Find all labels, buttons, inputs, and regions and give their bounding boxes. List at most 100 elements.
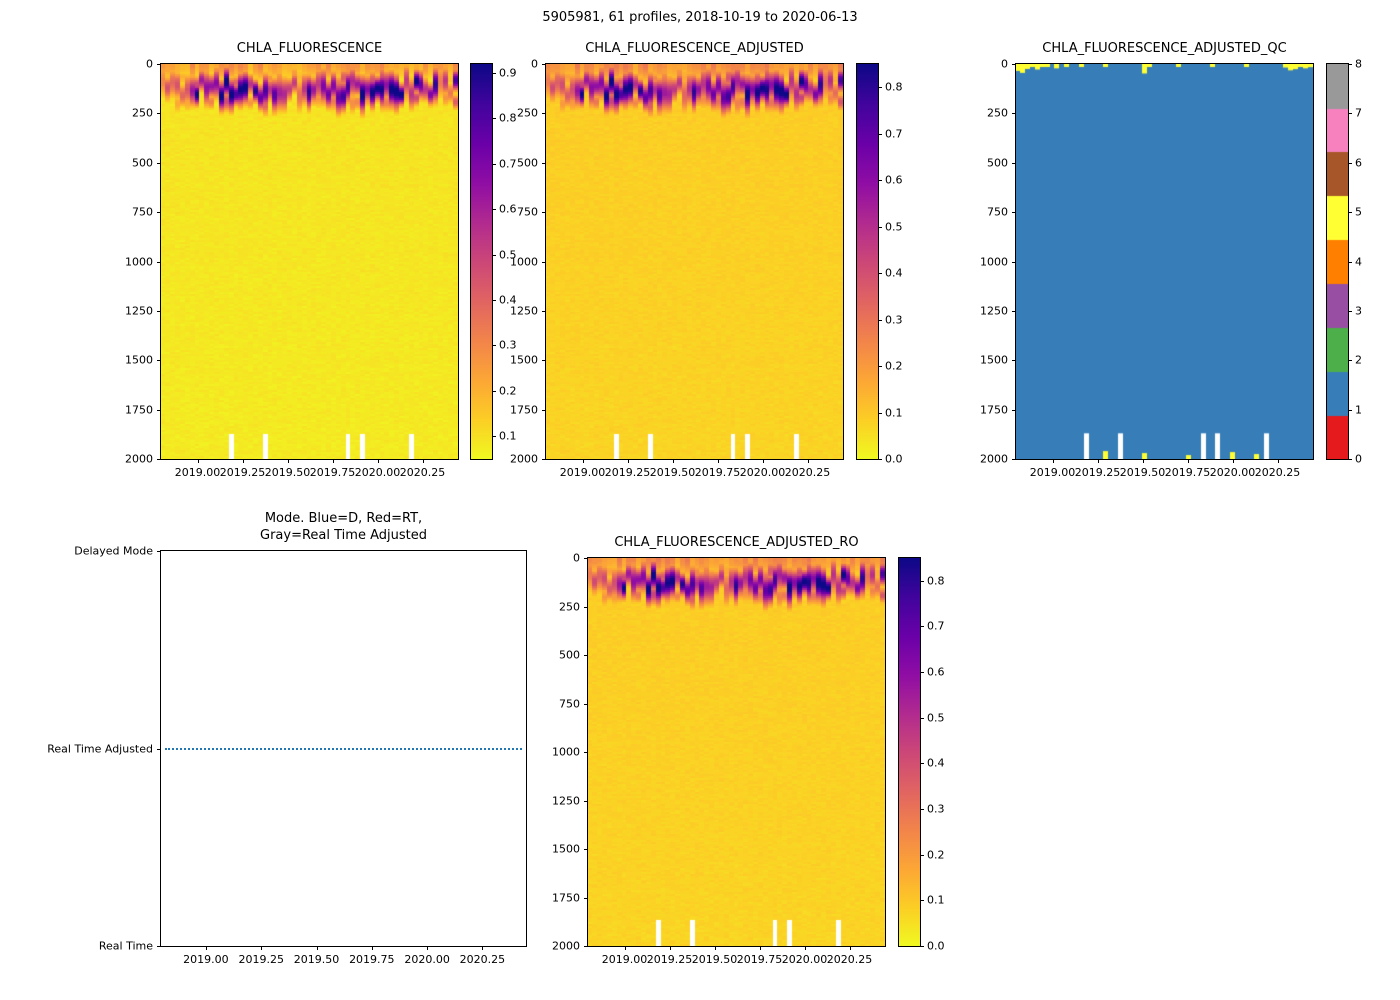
y-tick-mark — [584, 703, 588, 705]
colorbar-canvas — [1327, 64, 1348, 459]
y-tick-label: 1750 — [552, 891, 580, 904]
y-tick-mark — [542, 409, 546, 411]
x-tick-label: 2020.00 — [354, 466, 401, 479]
y-tick-label: 250 — [559, 600, 580, 613]
x-tick-label: 2020.00 — [781, 953, 828, 966]
subplot-title-chla-fluorescence-adjusted: CHLA_FLUORESCENCE_ADJUSTED — [585, 41, 804, 57]
colorbar-tick-mark — [878, 133, 882, 135]
colorbar-tick-mark — [878, 459, 882, 460]
colorbar-tick-label: 0 — [1355, 452, 1362, 466]
x-tick-label: 2019.50 — [691, 953, 738, 966]
colorbar-tick-label: 7 — [1355, 106, 1362, 120]
colorbar-tick-mark — [1348, 459, 1352, 460]
x-tick-mark — [1097, 459, 1099, 463]
colorbar-tick-mark — [1348, 212, 1352, 214]
y-tick-mark — [542, 261, 546, 263]
colorbar-tick-label: 0.6 — [927, 665, 945, 679]
y-tick-label: 500 — [132, 156, 153, 170]
y-tick-label: 750 — [517, 205, 538, 219]
y-tick-mark — [1012, 64, 1016, 65]
colorbar-qc: 0 1 2 3 4 5 6 7 8 — [1326, 58, 1362, 466]
y-tick-mark — [157, 212, 161, 214]
x-tick-mark — [717, 459, 719, 463]
subplot-title-mode: Mode. Blue=D, Red=RT, Gray=Real Time Adj… — [161, 511, 526, 545]
colorbar-tick-label: 0.1 — [499, 429, 517, 443]
y-tick-mark — [542, 162, 546, 164]
colorbar-tick-mark — [878, 87, 882, 89]
x-tick-mark — [316, 946, 318, 950]
y-tick-mark — [157, 946, 161, 947]
y-tick-mark — [1012, 212, 1016, 214]
colorbar-tick-label: 0.2 — [885, 359, 903, 373]
colorbar-tick-label: 0.6 — [499, 202, 517, 216]
y-tick-mark — [157, 261, 161, 263]
colorbar-tick-label: 0.8 — [927, 574, 945, 588]
subplot-title-chla-fluorescence-adjusted-qc: CHLA_FLUORESCENCE_ADJUSTED_QC — [1042, 41, 1287, 57]
x-tick-label: 2019.50 — [264, 466, 311, 479]
x-tick-label: 2020.25 — [784, 466, 831, 479]
y-tick-label: 0 — [573, 551, 580, 565]
colorbar-tick-mark — [920, 717, 924, 719]
x-tick-mark — [371, 946, 373, 950]
x-tick-mark — [624, 946, 626, 950]
y-tick-label: 2000 — [125, 452, 153, 466]
colorbar-tick-label: 2 — [1355, 353, 1362, 367]
x-tick-label: 2019.75 — [1164, 466, 1211, 479]
x-tick-label: 2019.75 — [309, 466, 356, 479]
x-tick-mark — [762, 459, 764, 463]
x-tick-mark — [582, 459, 584, 463]
colorbar-chla-fluorescence: 0.1 0.2 0.3 0.4 0.5 0.6 0.7 0.8 0.9 — [470, 63, 517, 460]
y-tick-mark — [584, 946, 588, 947]
colorbar-tick-mark — [1348, 162, 1352, 164]
colorbar-tick-label: 0.5 — [927, 711, 945, 725]
x-tick-mark — [482, 946, 484, 950]
y-tick-label: 1250 — [980, 304, 1008, 318]
x-tick-label: 2019.00 — [1029, 466, 1076, 479]
y-tick-mark — [157, 459, 161, 460]
x-tick-mark — [1187, 459, 1189, 463]
y-tick-label: 2000 — [980, 452, 1008, 466]
y-tick-mark — [542, 64, 546, 65]
x-tick-mark — [205, 946, 207, 950]
colorbar-tick-mark — [920, 626, 924, 628]
y-tick-label: 750 — [132, 205, 153, 219]
x-tick-label: 2019.75 — [349, 953, 395, 966]
y-tick-label: Delayed Mode — [74, 544, 153, 558]
colorbar-tick-mark — [878, 366, 882, 368]
colorbar-tick-label: 6 — [1355, 156, 1362, 170]
mode-line — [165, 747, 522, 750]
y-tick-label: 250 — [987, 106, 1008, 120]
mode-title-line-2: Gray=Real Time Adjusted — [260, 528, 427, 544]
colorbar-tick-label: 0.7 — [885, 127, 903, 141]
colorbar-tick-label: 0.2 — [499, 384, 517, 398]
y-tick-mark — [584, 849, 588, 850]
colorbar-tick-label: 0.8 — [499, 111, 517, 125]
colorbar-chla-fluorescence-adjusted: 0.0 0.1 0.2 0.3 0.4 0.5 0.6 0.7 0.8 — [856, 63, 903, 466]
y-tick-mark — [584, 800, 588, 802]
y-tick-mark — [157, 551, 161, 552]
y-tick-mark — [157, 748, 161, 750]
y-tick-label: 1000 — [980, 255, 1008, 268]
y-tick-label: 500 — [987, 156, 1008, 170]
y-tick-mark — [542, 113, 546, 115]
y-tick-mark — [1012, 162, 1016, 164]
y-tick-label: 1000 — [125, 255, 153, 268]
colorbar-tick-label: 0.0 — [927, 939, 945, 953]
subplot-chla-fluorescence-adjusted-ro: CHLA_FLUORESCENCE_ADJUSTED_RO 2019.00 201… — [552, 535, 886, 966]
y-tick-label: 2000 — [510, 452, 538, 466]
y-tick-label: 1500 — [980, 353, 1008, 367]
colorbar-tick-mark — [1348, 261, 1352, 263]
colorbar-tick-label: 5 — [1355, 205, 1362, 219]
y-tick-mark — [584, 752, 588, 753]
x-tick-label: 2019.25 — [238, 953, 284, 966]
colorbar-tick-mark — [492, 209, 496, 211]
y-tick-mark — [584, 558, 588, 559]
colorbar-tick-label: 0.3 — [927, 802, 945, 816]
colorbar-tick-mark — [920, 580, 924, 582]
x-tick-label: 2019.00 — [559, 466, 606, 479]
y-tick-label: 0 — [146, 57, 153, 71]
x-tick-label: 2019.25 — [646, 953, 693, 966]
mode-title-line-1: Mode. Blue=D, Red=RT, — [264, 511, 423, 527]
colorbar-tick-mark — [492, 390, 496, 392]
